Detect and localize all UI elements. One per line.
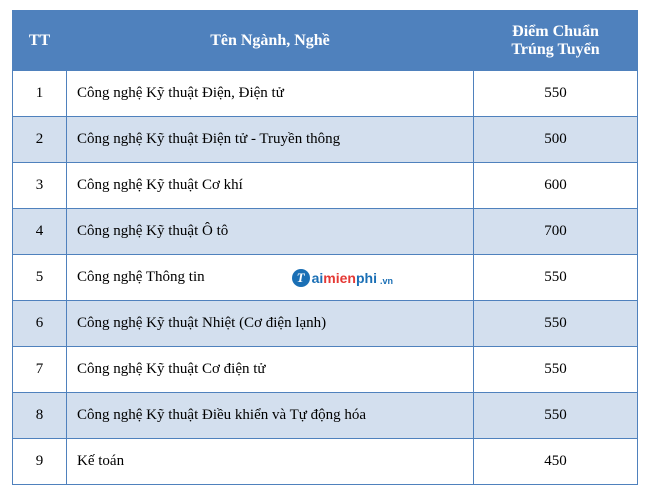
cell-name: Công nghệ Kỹ thuật Nhiệt (Cơ điện lạnh)	[67, 301, 474, 347]
cell-tt: 4	[13, 209, 67, 255]
cell-name: Công nghệ Kỹ thuật Ô tô	[67, 209, 474, 255]
watermark-circle-icon: T	[292, 269, 310, 287]
table-row: 1Công nghệ Kỹ thuật Điện, Điện tử550	[13, 71, 638, 117]
cell-tt: 3	[13, 163, 67, 209]
cell-tt: 6	[13, 301, 67, 347]
table-row: 6Công nghệ Kỹ thuật Nhiệt (Cơ điện lạnh)…	[13, 301, 638, 347]
table-row: 7Công nghệ Kỹ thuật Cơ điện tử550	[13, 347, 638, 393]
table-header-row: TT Tên Ngành, Nghề Điểm ChuẩnTrúng Tuyển	[13, 11, 638, 71]
cell-score: 550	[474, 301, 638, 347]
table-row: 2Công nghệ Kỹ thuật Điện tử - Truyền thô…	[13, 117, 638, 163]
cell-tt: 8	[13, 393, 67, 439]
table-row: 8Công nghệ Kỹ thuật Điều khiển và Tự độn…	[13, 393, 638, 439]
col-header-score: Điểm ChuẩnTrúng Tuyển	[474, 11, 638, 71]
col-header-tt: TT	[13, 11, 67, 71]
cell-tt: 1	[13, 71, 67, 117]
watermark-text: aimienphi	[312, 270, 377, 286]
col-header-name: Tên Ngành, Nghề	[67, 11, 474, 71]
table-row: 9Kế toán450	[13, 439, 638, 485]
cell-name: Kế toán	[67, 439, 474, 485]
cell-score: 500	[474, 117, 638, 163]
watermark-logo: Taimienphi.vn	[292, 269, 393, 287]
cell-score: 550	[474, 393, 638, 439]
score-table: TT Tên Ngành, Nghề Điểm ChuẩnTrúng Tuyển…	[12, 10, 638, 485]
cell-tt: 7	[13, 347, 67, 393]
cell-tt: 5	[13, 255, 67, 301]
cell-name: Công nghệ Kỹ thuật Cơ khí	[67, 163, 474, 209]
cell-name: Công nghệ Kỹ thuật Điện, Điện tử	[67, 71, 474, 117]
table-row: 3Công nghệ Kỹ thuật Cơ khí600	[13, 163, 638, 209]
cell-score: 550	[474, 347, 638, 393]
table-row: 4Công nghệ Kỹ thuật Ô tô700	[13, 209, 638, 255]
cell-score: 550	[474, 255, 638, 301]
cell-score: 550	[474, 71, 638, 117]
cell-name: Công nghệ Kỹ thuật Cơ điện tử	[67, 347, 474, 393]
cell-score: 450	[474, 439, 638, 485]
cell-score: 600	[474, 163, 638, 209]
cell-name: Công nghệ Kỹ thuật Điện tử - Truyền thôn…	[67, 117, 474, 163]
table-row: 5Công nghệ Thông tinTaimienphi.vn550	[13, 255, 638, 301]
cell-name: Công nghệ Kỹ thuật Điều khiển và Tự động…	[67, 393, 474, 439]
watermark-ext: .vn	[380, 276, 393, 286]
cell-name: Công nghệ Thông tinTaimienphi.vn	[67, 255, 474, 301]
table-body: 1Công nghệ Kỹ thuật Điện, Điện tử5502Côn…	[13, 71, 638, 485]
cell-score: 700	[474, 209, 638, 255]
cell-tt: 9	[13, 439, 67, 485]
cell-tt: 2	[13, 117, 67, 163]
